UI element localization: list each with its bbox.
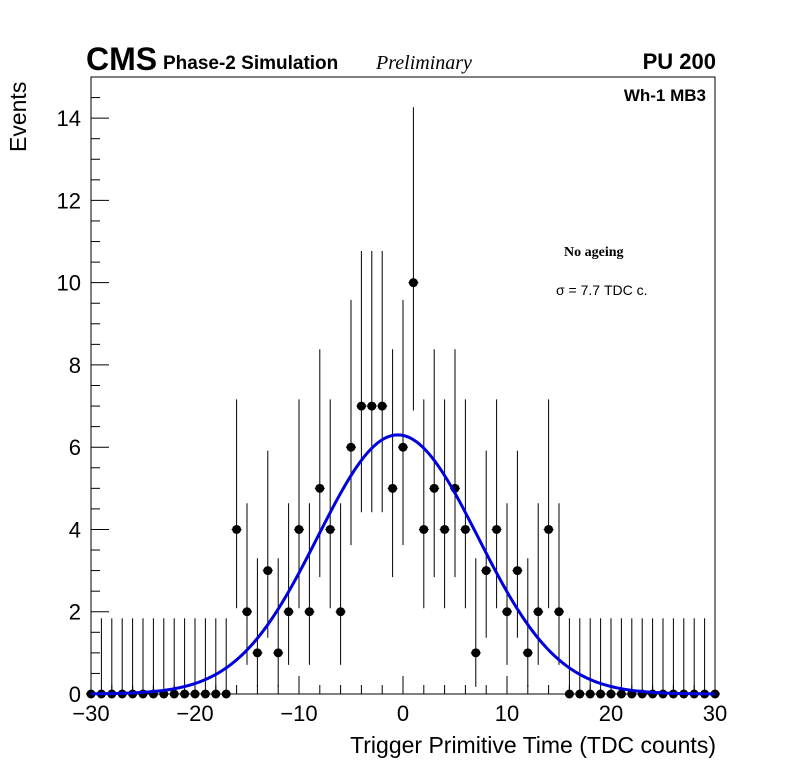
y-tick-label: 8 [69,353,81,378]
data-point [169,689,179,699]
gaussian-fit-curve [90,433,716,696]
data-point [367,401,377,411]
data-point [492,524,502,534]
data-point [356,401,366,411]
preliminary-label: Preliminary [375,52,472,74]
data-point [273,648,283,658]
x-tick-label: 20 [599,701,623,726]
data-point [460,524,470,534]
data-point [502,607,512,617]
x-tick-label: 10 [495,701,519,726]
x-tick-label: −10 [280,701,317,726]
y-tick-label: 6 [69,435,81,460]
region-label: Wh-1 MB3 [624,86,706,105]
data-point [606,689,616,699]
x-tick-label: −30 [72,701,109,726]
phase2-simulation-label: Phase-2 Simulation [163,53,338,74]
y-tick-label: 4 [69,517,81,542]
data-point [419,524,429,534]
data-point [200,689,210,699]
data-point [585,689,595,699]
y-tick-label: 2 [69,600,81,625]
data-point [523,648,533,658]
y-tick-label: 12 [57,188,81,213]
data-point [304,607,314,617]
data-point [346,442,356,452]
data-point [564,689,574,699]
data-point [440,524,450,534]
x-tick-label: 0 [397,701,409,726]
data-point [408,278,418,288]
cms-label: CMS [86,41,157,77]
data-point [242,607,252,617]
x-tick-label: −20 [176,701,213,726]
x-axis-label: Trigger Primitive Time (TDC counts) [350,732,716,758]
data-point [533,607,543,617]
ageing-label: No ageing [564,245,624,260]
data-point [512,566,522,576]
data-point [232,524,242,534]
data-point [315,483,325,493]
data-point [471,648,481,658]
y-tick-label: 14 [57,106,81,131]
data-point [336,607,346,617]
data-point [86,689,96,699]
data-point [190,689,200,699]
data-point [388,483,398,493]
x-tick-label: 30 [703,701,727,726]
data-point [481,566,491,576]
data-point [554,607,564,617]
y-tick-label: 10 [57,271,81,296]
y-tick-label: 0 [69,682,81,707]
data-point [596,689,606,699]
data-point [616,689,626,699]
sigma-label: σ = 7.7 TDC c. [556,282,648,298]
data-point [180,689,190,699]
data-point [294,524,304,534]
y-axis-label: Events [5,82,31,152]
data-point [710,689,720,699]
data-point [429,483,439,493]
data-point [252,648,262,658]
data-point [575,689,585,699]
data-point [377,401,387,411]
data-point [221,689,231,699]
pileup-label: PU 200 [643,49,716,74]
data-point [263,566,273,576]
tick-labels: −30 −20 −10 0 10 20 30 0 2 4 6 8 10 12 14 [57,106,728,726]
data-point [398,442,408,452]
data-point [211,689,221,699]
data-point [544,524,554,534]
data-point [284,607,294,617]
data-point [325,524,335,534]
